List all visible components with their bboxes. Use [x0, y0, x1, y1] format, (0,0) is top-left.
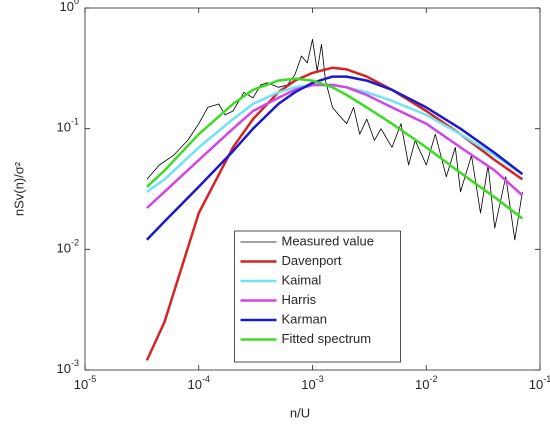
- legend-label: Measured value: [282, 233, 375, 248]
- tick-base: 10: [301, 377, 315, 392]
- tick-label: 10-3: [301, 374, 323, 392]
- tick-exponent: -2: [71, 238, 79, 248]
- tick-base: 10: [57, 120, 71, 135]
- tick-base: 10: [57, 361, 71, 376]
- tick-label: 10-3: [57, 358, 79, 376]
- tick-exponent: -1: [543, 374, 550, 384]
- y-axis-label: nSv(n)/σ²: [11, 161, 26, 216]
- legend-label: Kaimal: [282, 272, 322, 287]
- legend-label: Davenport: [282, 253, 342, 268]
- series-line: [145, 75, 524, 241]
- tick-exponent: -5: [88, 374, 96, 384]
- tick-label: 10-1: [529, 374, 550, 392]
- legend-label: Harris: [282, 292, 317, 307]
- tick-base: 10: [60, 0, 74, 14]
- tick-label: 10-2: [57, 238, 79, 256]
- legend-label: Karman: [282, 311, 328, 326]
- tick-exponent: -4: [202, 374, 210, 384]
- tick-base: 10: [529, 377, 543, 392]
- legend-label: Fitted spectrum: [282, 331, 372, 346]
- series-line: [146, 77, 524, 220]
- tick-label: 10-5: [74, 374, 96, 392]
- tick-base: 10: [74, 377, 88, 392]
- tick-exponent: -1: [71, 117, 79, 127]
- tick-base: 10: [57, 241, 71, 256]
- tick-exponent: 0: [74, 0, 79, 6]
- tick-label: 100: [60, 0, 79, 14]
- tick-exponent: -3: [316, 374, 324, 384]
- tick-base: 10: [415, 377, 429, 392]
- x-axis-label: n/U: [290, 405, 310, 420]
- tick-base: 10: [188, 377, 202, 392]
- tick-exponent: -3: [71, 358, 79, 368]
- tick-label: 10-4: [188, 374, 210, 392]
- plot-frame: [84, 7, 541, 371]
- tick-exponent: -2: [429, 374, 437, 384]
- tick-label: 10-1: [57, 117, 79, 135]
- tick-label: 10-2: [415, 374, 437, 392]
- series-line: [145, 66, 524, 361]
